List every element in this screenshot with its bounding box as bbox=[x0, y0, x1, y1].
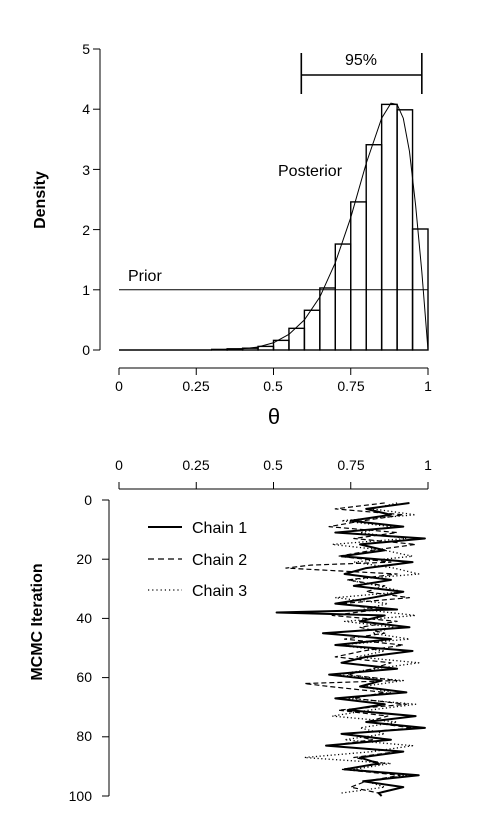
posterior-histogram bbox=[119, 104, 428, 350]
x-tick-label: 0.75 bbox=[337, 378, 364, 394]
y-tick-label: 100 bbox=[69, 788, 93, 804]
y-tick-label: 60 bbox=[76, 669, 92, 685]
x-tick-label: 1 bbox=[424, 378, 432, 394]
y-tick-label: 80 bbox=[76, 728, 92, 744]
y-tick-label: 5 bbox=[82, 41, 90, 57]
histogram-bar bbox=[258, 346, 273, 350]
y-ticks bbox=[93, 49, 100, 350]
x-tick-label: 0.75 bbox=[337, 457, 364, 473]
x-ticks bbox=[119, 482, 428, 489]
y-tick-label: 2 bbox=[82, 222, 90, 238]
chains bbox=[277, 503, 425, 796]
y-axis-title: MCMC Iteration bbox=[29, 563, 46, 680]
y-tick-label: 20 bbox=[76, 551, 92, 567]
x-tick-label: 0.25 bbox=[182, 457, 209, 473]
chain-1-trace bbox=[277, 503, 425, 796]
interval-label: 95% bbox=[345, 52, 377, 69]
x-tick-label: 1 bbox=[424, 457, 432, 473]
posterior-label: Posterior bbox=[278, 163, 343, 180]
prior-label: Prior bbox=[128, 268, 162, 285]
histogram-bar bbox=[320, 288, 335, 350]
y-tick-label: 40 bbox=[76, 610, 92, 626]
x-tick-label: 0 bbox=[115, 457, 123, 473]
histogram-bar bbox=[382, 104, 397, 350]
x-tick-label: 0.5 bbox=[263, 378, 283, 394]
density-chart: 0 1 2 3 4 5 0 0.25 0.5 0.75 1 Density θ … bbox=[32, 41, 432, 429]
legend-label-chain-3: Chain 3 bbox=[192, 583, 247, 600]
legend-label-chain-1: Chain 1 bbox=[192, 520, 247, 537]
histogram-bar bbox=[366, 145, 381, 350]
x-tick-label: 0.25 bbox=[182, 378, 209, 394]
chain-3-trace bbox=[304, 503, 418, 793]
histogram-bar bbox=[351, 202, 366, 350]
legend-label-chain-2: Chain 2 bbox=[192, 552, 247, 569]
y-tick-label: 4 bbox=[82, 101, 90, 117]
y-tick-label: 1 bbox=[82, 282, 90, 298]
y-tick-label: 0 bbox=[84, 492, 92, 508]
y-ticks bbox=[102, 500, 109, 796]
x-tick-label: 0.5 bbox=[263, 457, 283, 473]
x-axis-title: θ bbox=[268, 404, 280, 429]
trace-chart: 0 0.25 0.5 0.75 1 0 20 40 60 80 100 MCMC… bbox=[29, 457, 432, 804]
x-tick-label: 0 bbox=[115, 378, 123, 394]
legend: Chain 1 Chain 2 Chain 3 bbox=[148, 520, 247, 600]
y-tick-label: 3 bbox=[82, 162, 90, 178]
y-axis-title: Density bbox=[32, 171, 49, 229]
histogram-bar bbox=[335, 244, 350, 350]
y-tick-label: 0 bbox=[82, 342, 90, 358]
histogram-bar bbox=[397, 110, 412, 350]
x-ticks bbox=[119, 368, 428, 375]
chain-2-trace bbox=[286, 503, 416, 793]
